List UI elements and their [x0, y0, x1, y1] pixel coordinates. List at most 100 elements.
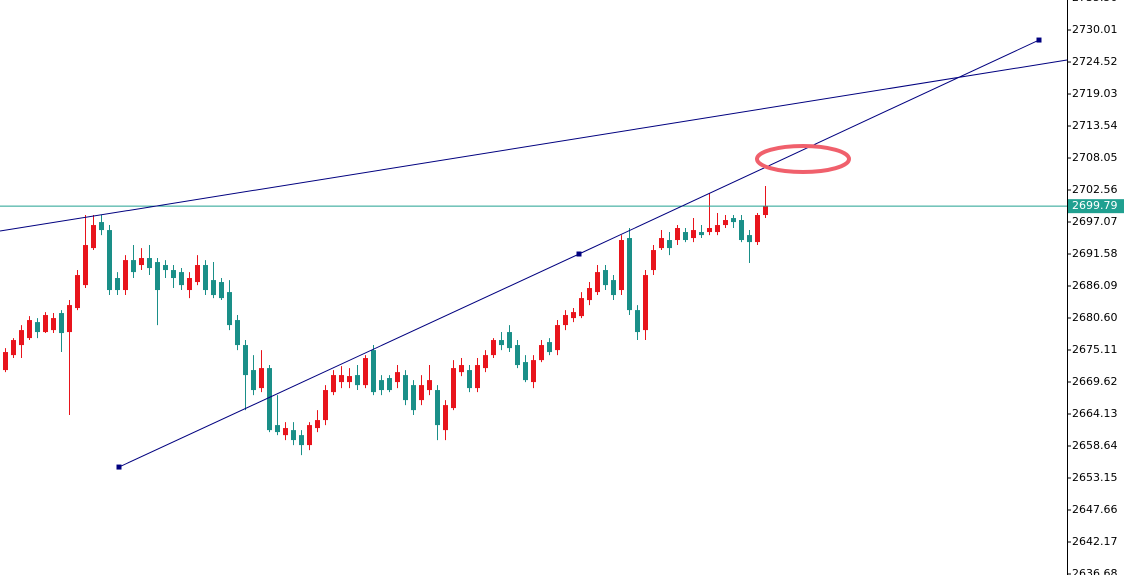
last-price-box — [1068, 199, 1124, 214]
highlight-ellipse — [755, 144, 851, 174]
candle-body — [523, 362, 528, 381]
y-tick-label: 2713.54 — [1072, 119, 1118, 132]
candle-body — [475, 365, 480, 389]
candle-body — [651, 250, 656, 271]
candle-body — [315, 420, 320, 429]
y-tick-label: 2708.05 — [1072, 151, 1118, 164]
candle-body — [35, 322, 40, 333]
y-tick-label: 2669.62 — [1072, 375, 1118, 388]
trend-anchor — [576, 251, 582, 257]
candle-body — [171, 270, 176, 279]
candle-body — [715, 225, 720, 233]
candle-body — [683, 232, 688, 241]
candle-body — [19, 330, 24, 346]
y-tick-label: 2697.07 — [1072, 215, 1118, 228]
candle-body — [507, 332, 512, 349]
candle-body — [491, 340, 496, 356]
candle-body — [323, 390, 328, 421]
candle-body — [579, 298, 584, 317]
candle-body — [91, 225, 96, 249]
candle-body — [67, 305, 72, 333]
candle-body — [259, 368, 264, 389]
y-tick-label: 2664.13 — [1072, 407, 1118, 420]
candle-body — [707, 228, 712, 233]
candle-body — [699, 232, 704, 236]
candle-body — [435, 390, 440, 426]
candle-body — [179, 272, 184, 286]
candle-body — [371, 350, 376, 393]
candle-body — [563, 315, 568, 326]
y-tick-label: 2636.68 — [1072, 567, 1118, 575]
y-tick-label: 2653.15 — [1072, 471, 1118, 484]
candle-body — [387, 378, 392, 391]
y-tick-label: 2730.01 — [1072, 23, 1118, 36]
candle-body — [123, 260, 128, 291]
candle-body — [419, 385, 424, 401]
y-tick-label: 2702.56 — [1072, 183, 1118, 196]
y-tick-label: 2647.66 — [1072, 503, 1118, 516]
candle-body — [331, 375, 336, 393]
candle-body — [611, 280, 616, 296]
candle-body — [467, 370, 472, 389]
candle-body — [755, 215, 760, 243]
y-tick-label: 2691.58 — [1072, 247, 1118, 260]
candle-body — [147, 258, 152, 269]
candle-body — [675, 228, 680, 241]
candle-body — [251, 370, 256, 391]
candle-body — [443, 405, 448, 431]
candle-body — [347, 376, 352, 383]
y-tick-label: 2724.52 — [1072, 55, 1118, 68]
candle-body — [195, 265, 200, 283]
candle-body — [219, 282, 224, 299]
candle-body — [643, 275, 648, 331]
candle-body — [163, 265, 168, 271]
candle-body — [291, 430, 296, 441]
candle-body — [227, 292, 232, 326]
candle-body — [539, 345, 544, 361]
candle-body — [603, 270, 608, 286]
candle-body — [499, 340, 504, 346]
candle-body — [731, 218, 736, 223]
candle-body — [99, 222, 104, 231]
candle-body — [139, 258, 144, 266]
y-tick-label: 2675.11 — [1072, 343, 1118, 356]
candle-body — [587, 288, 592, 301]
plot-area — [0, 37, 1068, 470]
candle-body — [619, 240, 624, 291]
candle-body — [363, 358, 368, 386]
candle-body — [203, 265, 208, 291]
candle-body — [547, 342, 552, 353]
candle-body — [555, 325, 560, 351]
candle-body — [723, 220, 728, 226]
candle-body — [515, 345, 520, 366]
candle-body — [531, 360, 536, 383]
candle-body — [747, 235, 752, 243]
y-tick-label: 2642.17 — [1072, 535, 1118, 548]
candle-body — [243, 345, 248, 376]
y-tick-label: 2658.64 — [1072, 439, 1118, 452]
candle-body — [411, 385, 416, 411]
y-tick-label: 2719.03 — [1072, 87, 1118, 100]
candle-body — [739, 220, 744, 241]
candle-body — [659, 238, 664, 249]
candle-body — [355, 375, 360, 386]
candle-body — [459, 365, 464, 373]
candle-body — [307, 425, 312, 446]
candle-body — [667, 240, 672, 249]
candle-body — [235, 320, 240, 346]
candle-body — [155, 262, 160, 291]
candle-body — [763, 206, 768, 216]
candle-body — [11, 340, 16, 356]
candle-body — [211, 280, 216, 296]
candle-body — [115, 278, 120, 291]
last-price-label: 2699.79 — [1072, 199, 1118, 212]
y-tick-label: 2686.09 — [1072, 279, 1118, 292]
candle-body — [131, 260, 136, 273]
candle-body — [3, 352, 8, 371]
candle-body — [395, 372, 400, 383]
candle-body — [379, 380, 384, 391]
y-tick-label: 2735.50 — [1072, 0, 1118, 4]
